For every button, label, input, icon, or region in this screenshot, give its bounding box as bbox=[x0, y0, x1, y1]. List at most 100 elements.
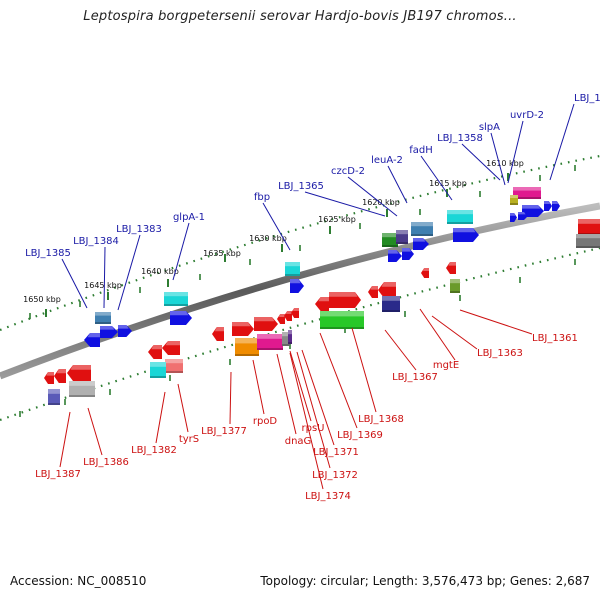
gene-feature-LBJ_1358[interactable] bbox=[447, 210, 473, 224]
gene-label-dnaG[interactable]: dnaG bbox=[285, 436, 312, 447]
gene-label-LBJ_1385[interactable]: LBJ_1385 bbox=[25, 248, 71, 259]
gene-feature-arrow[interactable] bbox=[162, 341, 180, 355]
gene-label-czcD-2[interactable]: czcD-2 bbox=[331, 166, 365, 177]
gene-feature-arrow[interactable] bbox=[368, 286, 378, 298]
gene-feature-LBJ_1387[interactable] bbox=[48, 389, 60, 405]
gene-feature-red[interactable] bbox=[254, 317, 278, 331]
leader-line bbox=[304, 191, 386, 217]
scale-tick-label: 1635 kbp bbox=[203, 249, 241, 258]
leader-line bbox=[549, 103, 575, 181]
gene-label-LBJ_1377[interactable]: LBJ_1377 bbox=[201, 426, 247, 437]
gene-feature-fbp[interactable] bbox=[290, 279, 304, 293]
gene-feature-LBJ_1384[interactable] bbox=[100, 326, 118, 338]
gene-feature-arrow[interactable] bbox=[148, 345, 162, 359]
gene-feature-arrow[interactable] bbox=[212, 327, 224, 341]
gene-feature-red[interactable] bbox=[232, 322, 254, 336]
gene-label-LBJ_1374[interactable]: LBJ_1374 bbox=[305, 491, 351, 502]
gene-feature-red[interactable] bbox=[329, 292, 361, 308]
gene-feature-LBJ_1371[interactable] bbox=[257, 334, 283, 350]
gene-feature-LBJ_1368[interactable] bbox=[382, 296, 400, 312]
gene-feature-mgtE[interactable] bbox=[421, 268, 429, 278]
gene-feature-arrow[interactable] bbox=[510, 213, 517, 222]
gene-feature-slpA[interactable] bbox=[518, 212, 528, 220]
gene-feature-arrow[interactable] bbox=[54, 369, 66, 383]
gene-feature-small[interactable] bbox=[510, 195, 518, 205]
gene-feature-czcD-2[interactable] bbox=[413, 238, 429, 250]
gene-label-LBJ_1382[interactable]: LBJ_1382 bbox=[131, 445, 177, 456]
gene-label-fadH[interactable]: fadH bbox=[409, 145, 433, 156]
gene-feature-edge-red[interactable] bbox=[578, 219, 600, 235]
gene-feature-rpoD[interactable] bbox=[235, 338, 259, 356]
gene-feature-arrow[interactable] bbox=[44, 372, 54, 384]
gene-label-LBJ_1365[interactable]: LBJ_1365 bbox=[278, 181, 324, 192]
gene-feature-red[interactable] bbox=[67, 365, 91, 381]
leader-line bbox=[103, 246, 106, 309]
gene-feature-green[interactable] bbox=[382, 233, 398, 247]
leader-line bbox=[459, 309, 533, 335]
gene-feature-arrow[interactable] bbox=[552, 201, 560, 211]
gene-feature-arrow[interactable] bbox=[315, 297, 329, 311]
gene-label-LBJ_1369[interactable]: LBJ_1369 bbox=[337, 430, 383, 441]
gene-label-fbp[interactable]: fbp bbox=[254, 192, 270, 203]
gene-feature-fadH[interactable] bbox=[453, 228, 479, 242]
gene-feature-LBJ_1386[interactable] bbox=[69, 381, 95, 397]
gene-feature-glpA-1b[interactable] bbox=[170, 311, 192, 325]
gene-feature-LBJ_1385[interactable] bbox=[84, 333, 100, 347]
gene-feature-uvrD-2[interactable] bbox=[522, 205, 544, 217]
gene-feature-LBJ_1361[interactable] bbox=[446, 262, 456, 274]
leader-line bbox=[172, 222, 190, 281]
leader-line bbox=[347, 176, 398, 217]
gene-feature-LBJ_1365[interactable] bbox=[285, 262, 300, 276]
gene-feature-arrow[interactable] bbox=[277, 314, 285, 324]
gene-feature-glpA-1[interactable] bbox=[164, 292, 188, 306]
genome-summary: Topology: circular; Length: 3,576,473 bp… bbox=[260, 574, 590, 588]
gene-label-LBJ_1358[interactable]: LBJ_1358 bbox=[437, 133, 483, 144]
gene-label-LBJ_1372[interactable]: LBJ_1372 bbox=[312, 470, 358, 481]
gene-label-LBJ_1371[interactable]: LBJ_1371 bbox=[313, 447, 359, 458]
gene-feature-purple[interactable] bbox=[396, 230, 408, 244]
gene-label-rpoD[interactable]: rpoD bbox=[253, 416, 278, 427]
gene-feature-LBJ_1369[interactable] bbox=[320, 311, 364, 329]
gene-feature-arrow[interactable] bbox=[291, 308, 299, 318]
leader-line bbox=[431, 315, 478, 350]
accession-number: Accession: NC_008510 bbox=[10, 574, 147, 588]
gene-feature-LBJ_1367[interactable] bbox=[378, 282, 396, 298]
leader-line bbox=[384, 329, 417, 371]
gene-feature-arrow[interactable] bbox=[388, 250, 402, 262]
gene-feature-arrow[interactable] bbox=[544, 201, 552, 211]
gene-label-LBJ_1367[interactable]: LBJ_1367 bbox=[392, 372, 438, 383]
gene-label-slpA[interactable]: slpA bbox=[479, 122, 500, 133]
gene-feature-arrow[interactable] bbox=[284, 311, 292, 321]
scale-tick-label: 1640 kbp bbox=[141, 267, 179, 276]
gene-feature-edge-gray[interactable] bbox=[576, 234, 600, 248]
scale-tick-label: 1650 kbp bbox=[23, 295, 61, 304]
gene-feature-arrow[interactable] bbox=[118, 325, 132, 337]
gene-label-mgtE[interactable]: mgtE bbox=[433, 360, 459, 371]
gene-label-LBJ_1355[interactable]: LBJ_1355 bbox=[574, 93, 600, 104]
gene-feature-LBJ_1363[interactable] bbox=[450, 279, 460, 293]
gene-feature-LBJ_1382[interactable] bbox=[150, 362, 166, 378]
gene-label-uvrD-2[interactable]: uvrD-2 bbox=[510, 110, 544, 121]
gene-label-glpA-1[interactable]: glpA-1 bbox=[173, 212, 205, 223]
gene-feature-arrow[interactable] bbox=[402, 248, 414, 260]
gene-feature-rpsU[interactable] bbox=[282, 332, 290, 346]
leader-line bbox=[420, 155, 453, 201]
gene-feature-leuA-2[interactable] bbox=[411, 222, 433, 236]
gene-label-leuA-2[interactable]: leuA-2 bbox=[371, 155, 403, 166]
gene-feature-LBJ_1355[interactable] bbox=[513, 187, 541, 199]
gene-feature-dnaG[interactable] bbox=[288, 330, 292, 344]
leader-line bbox=[177, 383, 189, 433]
gene-label-LBJ_1386[interactable]: LBJ_1386 bbox=[83, 457, 129, 468]
gene-label-LBJ_1368[interactable]: LBJ_1368 bbox=[358, 414, 404, 425]
gene-label-LBJ_1383[interactable]: LBJ_1383 bbox=[116, 224, 162, 235]
gene-label-LBJ_1387[interactable]: LBJ_1387 bbox=[35, 469, 81, 480]
gene-label-rpsU[interactable]: rpsU bbox=[302, 423, 325, 434]
gene-feature-tyrS[interactable] bbox=[165, 359, 183, 373]
gene-feature-LBJ_1383[interactable] bbox=[95, 312, 111, 324]
gene-label-LBJ_1361[interactable]: LBJ_1361 bbox=[532, 333, 578, 344]
map-title: Leptospira borgpetersenii serovar Hardjo… bbox=[83, 9, 517, 24]
gene-label-tyrS[interactable]: tyrS bbox=[179, 434, 199, 445]
gene-label-LBJ_1384[interactable]: LBJ_1384 bbox=[73, 236, 119, 247]
leader-line bbox=[296, 351, 331, 469]
gene-label-LBJ_1363[interactable]: LBJ_1363 bbox=[477, 348, 523, 359]
